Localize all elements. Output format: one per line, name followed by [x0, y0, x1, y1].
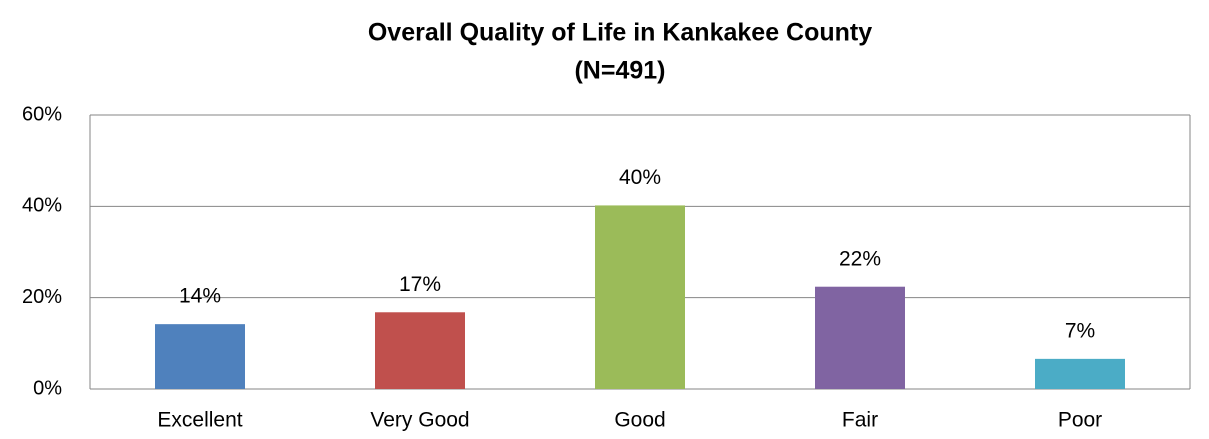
x-tick-label: Excellent — [157, 409, 242, 432]
bar — [595, 205, 685, 389]
y-tick-label: 20% — [22, 286, 62, 308]
x-tick-label: Very Good — [370, 409, 469, 432]
value-label: 22% — [839, 247, 881, 270]
bar — [375, 312, 465, 389]
value-label: 40% — [619, 166, 661, 189]
x-tick-label: Good — [614, 409, 665, 432]
y-tick-label: 0% — [33, 377, 62, 399]
value-label: 14% — [179, 285, 221, 308]
y-tick-label: 40% — [22, 195, 62, 217]
bar — [815, 286, 905, 389]
x-tick-label: Fair — [842, 409, 878, 432]
chart-subtitle: (N=491) — [574, 57, 665, 85]
value-label: 7% — [1065, 319, 1095, 342]
bar — [155, 324, 245, 389]
bar — [1035, 358, 1125, 389]
y-tick-label: 60% — [22, 103, 62, 125]
x-tick-label: Poor — [1058, 409, 1102, 432]
chart-title: Overall Quality of Life in Kankakee Coun… — [368, 19, 872, 47]
value-label: 17% — [399, 273, 441, 296]
